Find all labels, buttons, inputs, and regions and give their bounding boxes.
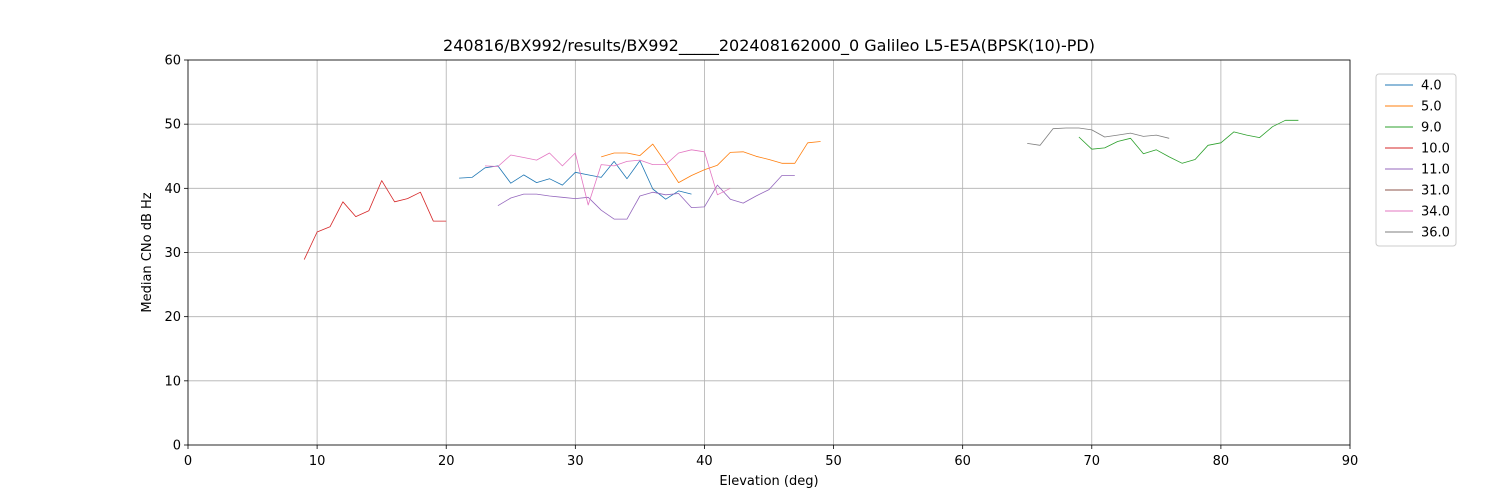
x-axis-ticks: 0 10 20 30 40 50 60 70 80 90 bbox=[184, 445, 1358, 469]
series-line-10-0 bbox=[303, 180, 447, 260]
legend-entry: 36.0 bbox=[1421, 226, 1450, 241]
legend-entry: 31.0 bbox=[1421, 184, 1450, 199]
y-tick-label: 10 bbox=[164, 374, 181, 389]
legend-entry: 11.0 bbox=[1421, 163, 1450, 178]
legend-entry: 34.0 bbox=[1421, 205, 1450, 220]
x-tick-label: 50 bbox=[825, 454, 842, 469]
legend-entry: 5.0 bbox=[1421, 100, 1442, 115]
x-tick-label: 20 bbox=[438, 454, 455, 469]
y-tick-label: 0 bbox=[173, 439, 181, 454]
legend-entry: 9.0 bbox=[1421, 121, 1442, 136]
legend-box bbox=[1375, 73, 1457, 247]
series-line-4-0 bbox=[459, 160, 692, 200]
x-tick-label: 60 bbox=[954, 454, 971, 469]
y-tick-label: 20 bbox=[164, 310, 181, 325]
series-line-34-0 bbox=[484, 149, 731, 206]
x-tick-label: 40 bbox=[696, 454, 713, 469]
chart-title: 240816/BX992/results/BX992_____202408162… bbox=[443, 36, 1095, 56]
y-tick-label: 40 bbox=[164, 182, 181, 197]
x-tick-label: 30 bbox=[567, 454, 584, 469]
x-tick-label: 70 bbox=[1084, 454, 1101, 469]
x-axis-label: Elevation (deg) bbox=[719, 474, 818, 489]
legend: 4.0 5.0 9.0 10.0 11.0 31.0 34.0 36.0 bbox=[1375, 73, 1457, 247]
x-tick-label: 90 bbox=[1342, 454, 1359, 469]
y-tick-label: 30 bbox=[164, 246, 181, 261]
series-line-36-0 bbox=[1027, 127, 1170, 146]
plot-lines bbox=[303, 119, 1299, 260]
y-axis-label: Median CNo dB Hz bbox=[140, 192, 155, 312]
y-tick-label: 50 bbox=[164, 118, 181, 133]
y-tick-label: 60 bbox=[164, 54, 181, 69]
series-line-9-0 bbox=[1078, 119, 1299, 164]
legend-entry: 4.0 bbox=[1421, 79, 1442, 94]
x-tick-label: 0 bbox=[184, 454, 192, 469]
legend-entry: 10.0 bbox=[1421, 142, 1450, 157]
x-tick-label: 80 bbox=[1213, 454, 1230, 469]
series-line-11-0 bbox=[497, 175, 795, 220]
y-axis-ticks: 0 10 20 30 40 50 60 bbox=[164, 54, 188, 454]
x-tick-label: 10 bbox=[309, 454, 326, 469]
series-line-5-0 bbox=[601, 141, 821, 184]
